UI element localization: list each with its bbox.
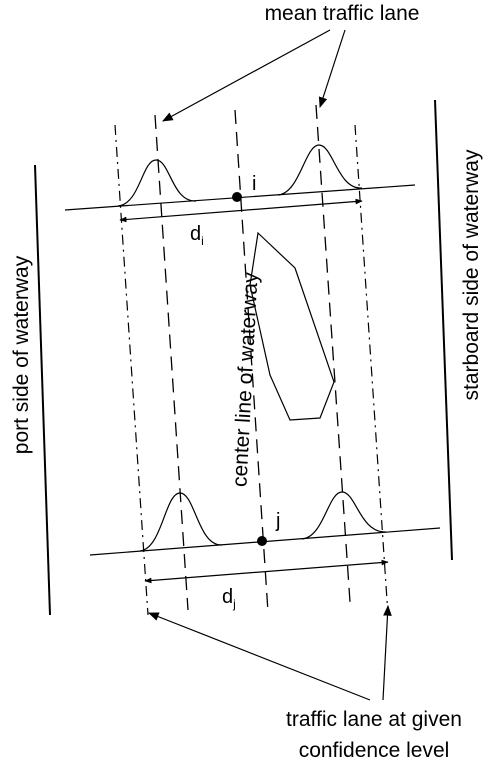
starboard-confidence-lane [354,124,389,616]
port-label: port side of waterway [10,255,33,454]
point-label: i [252,173,256,195]
point-i [232,192,242,202]
distribution [139,492,223,552]
port-mean-lane [154,114,189,611]
annotation: confidence level [299,739,450,762]
pointer-arrow [382,604,392,701]
distance-arrow [144,559,389,584]
center-line [234,109,269,613]
distance-label: dj [222,586,236,611]
port-bank [34,164,51,616]
starboard-label: starboard side of waterway [460,149,483,400]
distribution [277,144,363,196]
pointer-arrow [147,612,371,701]
annotation: mean traffic lane [265,2,420,25]
annotation: traffic lane at given [286,708,462,731]
center-line-label: center line of waterway [228,271,262,487]
distance-arrow [119,198,363,223]
distribution [117,159,197,207]
point-j [257,536,267,546]
pointer-arrow [318,29,346,109]
distance-label: di [190,223,204,248]
distribution [301,491,387,540]
pointer-arrow [162,29,331,122]
starboard-mean-lane [315,104,351,603]
starboard-bank [434,99,453,561]
point-label: j [275,510,280,532]
ship [249,231,335,421]
